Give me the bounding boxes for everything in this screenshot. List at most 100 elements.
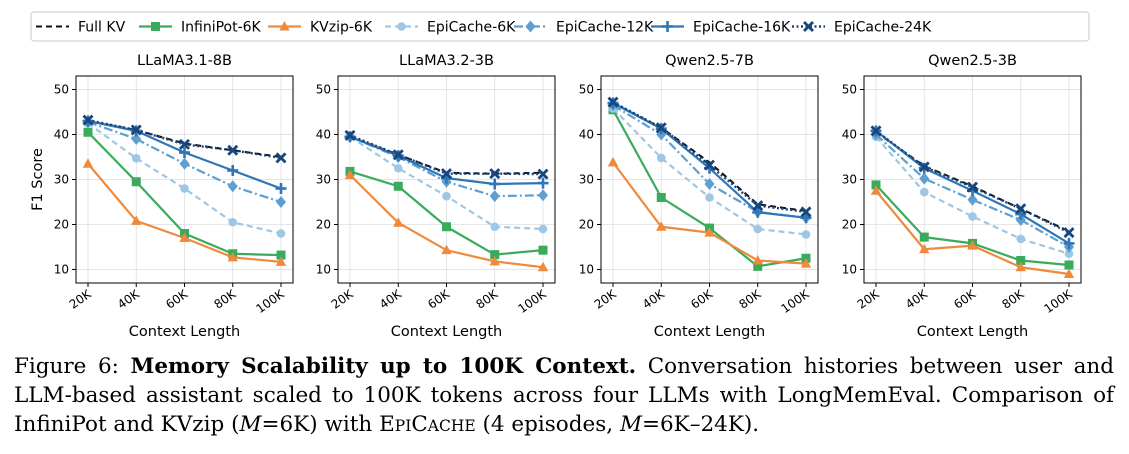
series-epicache-24k xyxy=(344,129,549,180)
x-tick-label: 20K xyxy=(592,286,620,311)
data-point xyxy=(704,178,715,190)
data-point xyxy=(968,212,977,221)
data-point xyxy=(752,206,764,218)
data-point xyxy=(656,221,667,231)
data-point xyxy=(1063,227,1075,239)
data-point xyxy=(489,255,500,266)
x-tick-label: 60K xyxy=(951,286,979,311)
x-axis-label: Context Length xyxy=(391,324,502,340)
chart-panel-llama3-1-8b: 10 20 30 40 50 20K 40K 60K 80K 100K LLaMA3.1-8B Con… xyxy=(30,53,294,340)
data-point xyxy=(753,261,763,271)
chart-panel-qwen2-5-3b: 10 20 30 40 50 20K 40K 60K 80K 100K Qwen2.5-3B Cont… xyxy=(842,53,1082,340)
data-point xyxy=(275,256,287,266)
y-tick-label: 30 xyxy=(54,173,69,187)
x-tick-label: 80K xyxy=(736,286,764,311)
data-point xyxy=(967,181,978,193)
x-tick-label: 100K xyxy=(1041,286,1075,316)
legend-marker xyxy=(525,20,536,33)
data-point xyxy=(1064,249,1074,259)
data-point xyxy=(179,232,190,242)
legend-label: KVzip-6K xyxy=(310,20,373,36)
y-tick-label: 40 xyxy=(579,128,594,142)
data-point xyxy=(392,149,404,161)
y-tick-label: 40 xyxy=(54,128,69,142)
series-kvzip-6k xyxy=(82,158,287,266)
legend-item-infinipot-6k: InfiniPot-6K xyxy=(139,20,262,36)
figure: Full KV InfiniPot-6K KVzip-6K EpiCache-6K Ep… xyxy=(30,11,1090,340)
data-point xyxy=(276,229,286,238)
data-point xyxy=(870,185,882,195)
data-point xyxy=(919,243,930,254)
x-tick-label: 80K xyxy=(473,286,501,311)
data-point xyxy=(537,168,549,180)
series-kvzip-6k xyxy=(607,156,812,268)
data-point xyxy=(870,125,882,137)
legend-label: Full KV xyxy=(78,20,126,36)
data-point xyxy=(537,177,549,189)
data-point xyxy=(1063,237,1075,249)
legend-marker xyxy=(279,21,290,31)
legend: Full KV InfiniPot-6K KVzip-6K EpiCache-6K Ep… xyxy=(30,11,1090,42)
y-tick-label: 50 xyxy=(54,83,69,97)
legend-marker xyxy=(397,22,406,31)
legend-item-epicache-16k: EpiCache-16K xyxy=(651,20,791,36)
data-point xyxy=(490,250,500,260)
caption-text-1: Conversation histories between user and … xyxy=(14,354,1115,437)
chart-title: Qwen2.5-3B xyxy=(928,53,1017,69)
y-tick-label: 40 xyxy=(316,128,331,142)
data-point xyxy=(393,217,404,227)
legend-item-kvzip-6k: KVzip-6K xyxy=(268,20,373,36)
data-point xyxy=(871,180,881,190)
data-point xyxy=(752,200,764,212)
data-point xyxy=(393,163,403,173)
x-tick-label: 100K xyxy=(515,286,549,316)
data-point xyxy=(919,172,930,185)
data-point xyxy=(490,222,500,232)
data-point xyxy=(228,217,238,227)
data-point xyxy=(179,147,190,158)
x-tick-label: 40K xyxy=(903,286,931,311)
data-point xyxy=(1015,261,1026,272)
data-point xyxy=(227,144,239,156)
data-point xyxy=(441,168,452,180)
x-tick-label: 20K xyxy=(329,286,357,311)
data-point xyxy=(800,258,812,268)
grid xyxy=(601,76,818,283)
x-tick-label: 60K xyxy=(425,286,453,311)
y-tick-label: 10 xyxy=(579,263,594,277)
y-tick-label: 50 xyxy=(579,83,594,97)
data-point xyxy=(489,178,501,190)
data-point xyxy=(489,190,500,203)
chart-title: LLaMA3.1-8B xyxy=(137,53,232,69)
data-point xyxy=(1016,234,1026,244)
y-tick-label: 30 xyxy=(579,173,594,187)
figure-svg: Full KV InfiniPot-6K KVzip-6K EpiCache-6K Ep… xyxy=(30,11,1090,340)
data-point xyxy=(800,212,812,224)
chart-title: Qwen2.5-7B xyxy=(665,53,754,69)
data-point xyxy=(275,183,287,194)
x-tick-label: 40K xyxy=(377,286,405,311)
legend-label: EpiCache-6K xyxy=(427,20,516,36)
caption-epi-pi: PI xyxy=(394,417,412,435)
data-point xyxy=(967,193,978,206)
data-point xyxy=(276,250,286,260)
series-line xyxy=(87,122,282,235)
data-point xyxy=(227,165,239,176)
data-point xyxy=(967,240,978,250)
data-point xyxy=(130,124,142,136)
data-point xyxy=(131,215,142,225)
y-tick-label: 30 xyxy=(316,173,331,187)
data-point xyxy=(489,168,501,180)
data-point xyxy=(1015,203,1027,215)
data-point xyxy=(179,138,190,150)
legend-label: InfiniPot-6K xyxy=(181,20,262,36)
y-tick-label: 20 xyxy=(54,218,69,232)
data-point xyxy=(538,224,548,234)
x-tick-label: 40K xyxy=(640,286,668,311)
series-kvzip-6k xyxy=(344,169,549,272)
y-tick-label: 50 xyxy=(842,83,857,97)
series-epicache-12k xyxy=(83,115,286,208)
data-point xyxy=(1015,214,1026,226)
data-point xyxy=(275,152,287,164)
series-line xyxy=(612,101,807,214)
